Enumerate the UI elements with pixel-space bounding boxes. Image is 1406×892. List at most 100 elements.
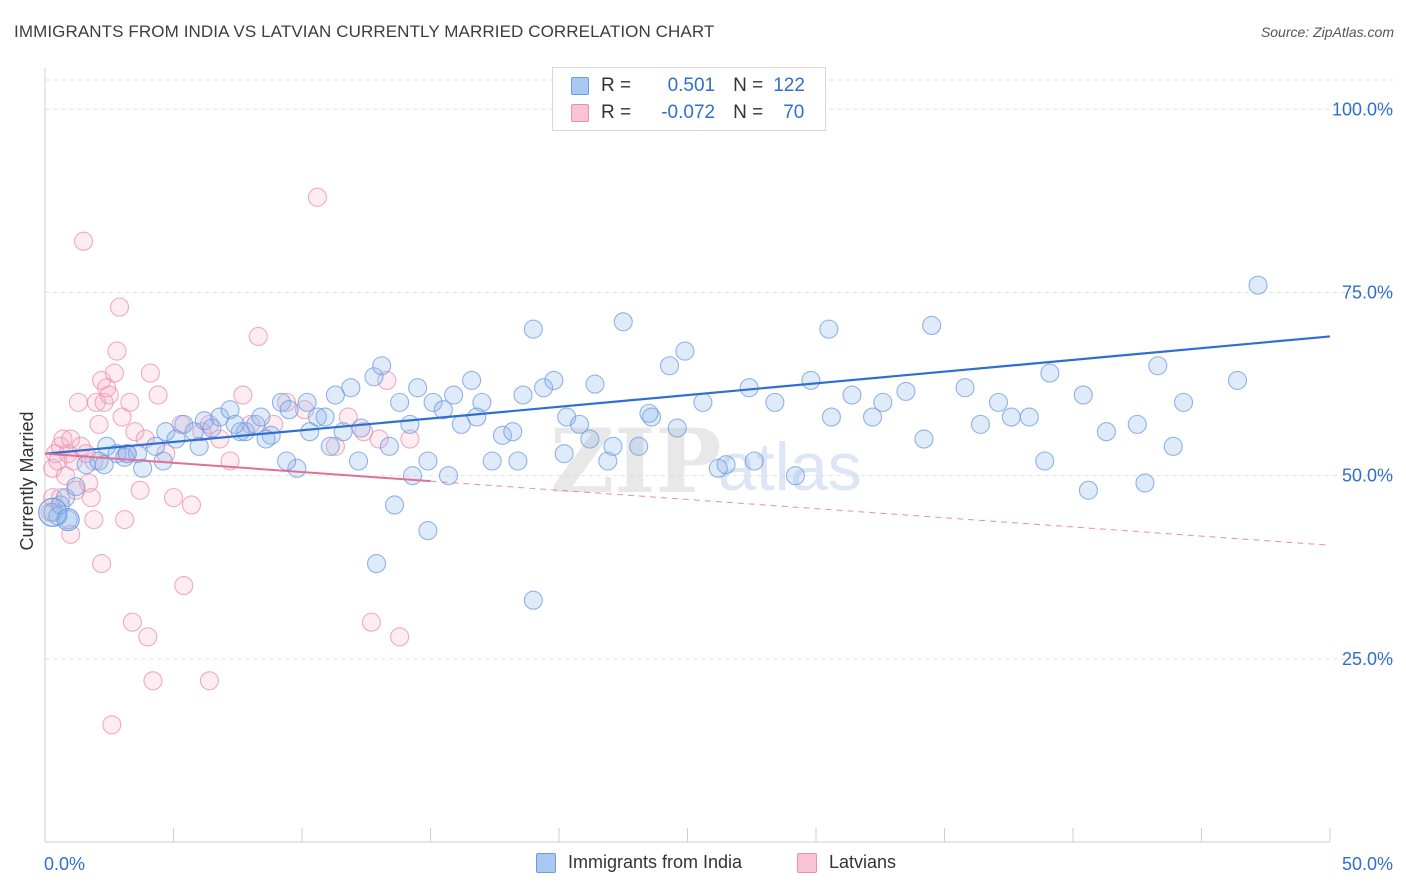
y-tick-label: 75.0% — [1342, 282, 1393, 302]
india-point — [598, 451, 618, 471]
bottom-latvian-swatch — [797, 852, 817, 873]
latvian-point — [120, 392, 140, 412]
india-point — [1248, 275, 1268, 295]
india-point — [1163, 436, 1183, 456]
india-point — [1173, 392, 1194, 412]
india-point — [1035, 451, 1055, 471]
latvian-n-label: N = — [733, 102, 764, 123]
india-point — [675, 341, 695, 361]
latvian-point — [140, 363, 160, 383]
correlation-legend: R = 0.501 N = 122 R = -0.072 N = 70 — [552, 67, 826, 131]
india-point — [955, 378, 975, 398]
india-point — [251, 407, 271, 427]
latvian-r-value: -0.072 — [661, 102, 716, 123]
latvian-point — [248, 326, 268, 346]
india-point — [408, 378, 428, 398]
latvian-point — [61, 429, 81, 449]
india-point — [1127, 414, 1147, 434]
india-point — [1096, 422, 1116, 442]
india-point — [639, 403, 659, 423]
india-point — [554, 444, 574, 464]
latvian-trend-line-dashed — [430, 480, 1331, 546]
india-point — [174, 414, 194, 434]
latvian-point — [143, 671, 163, 691]
x-tick-label-min: 0.0% — [44, 854, 85, 874]
india-point — [862, 407, 883, 427]
india-n-label: N = — [733, 75, 764, 96]
latvian-point — [199, 671, 220, 691]
watermark-atlas: atlas — [718, 429, 862, 505]
india-r-value: 0.501 — [667, 75, 716, 96]
india-point — [423, 392, 443, 412]
latvian-point — [377, 370, 397, 390]
india-point — [523, 590, 543, 610]
india-point — [315, 407, 335, 427]
india-n-value: 122 — [773, 75, 805, 96]
india-point-large — [56, 508, 80, 532]
india-point-large — [38, 497, 68, 527]
y-axis-title: Currently Married — [17, 411, 37, 550]
india-point — [1078, 480, 1098, 500]
india-point — [785, 466, 805, 486]
latvian-point — [50, 488, 70, 508]
india-point — [508, 451, 528, 471]
india-point — [348, 451, 369, 471]
india-point — [744, 451, 764, 471]
india-point — [513, 385, 533, 405]
india-point — [115, 447, 135, 467]
latvian-point — [109, 297, 130, 317]
india-point — [384, 495, 405, 515]
india-point — [433, 400, 453, 420]
india-point — [220, 400, 240, 420]
y-tick-label: 100.0% — [1332, 99, 1393, 119]
latvian-point — [192, 422, 212, 442]
india-point — [659, 356, 680, 376]
latvian-point — [84, 510, 104, 530]
latvian-point — [400, 429, 420, 449]
india-point — [922, 315, 942, 336]
india-point — [570, 414, 590, 434]
india-point — [693, 392, 713, 412]
india-point — [988, 392, 1009, 412]
india-point — [970, 414, 991, 434]
india-point — [873, 392, 893, 412]
latvian-point — [68, 392, 88, 412]
latvian-point — [61, 524, 81, 544]
india-point — [1040, 363, 1060, 383]
latvian-point — [369, 429, 389, 449]
latvian-point — [107, 341, 127, 361]
india-point — [896, 381, 916, 401]
india-point — [261, 425, 281, 445]
latvian-point — [163, 488, 184, 508]
india-point — [1148, 356, 1168, 376]
latvian-point — [233, 385, 253, 405]
india-point — [534, 378, 554, 398]
latvian-point — [89, 414, 109, 434]
latvian-point — [148, 385, 168, 405]
latvian-point — [81, 488, 101, 508]
india-point — [366, 554, 387, 574]
y-tick-label: 25.0% — [1342, 649, 1393, 669]
india-trend-line — [44, 335, 1331, 455]
latvian-point — [97, 378, 117, 398]
latvian-point — [53, 429, 73, 449]
india-point — [341, 378, 361, 398]
latvian-point — [361, 612, 381, 632]
india-point — [444, 385, 464, 405]
bottom-legend-latvian: Latvians — [797, 852, 896, 873]
india-point — [482, 451, 502, 471]
latvian-point — [220, 451, 240, 471]
india-point — [379, 436, 399, 456]
india-point — [277, 451, 297, 471]
india-point — [438, 466, 459, 486]
india-point — [1001, 407, 1021, 427]
india-point — [467, 407, 487, 427]
india-point — [1135, 473, 1155, 493]
india-point — [271, 392, 291, 412]
india-point — [202, 418, 222, 438]
india-point — [603, 436, 623, 456]
india-point — [194, 411, 214, 431]
latvian-point — [277, 392, 297, 412]
latvian-point — [138, 627, 158, 647]
